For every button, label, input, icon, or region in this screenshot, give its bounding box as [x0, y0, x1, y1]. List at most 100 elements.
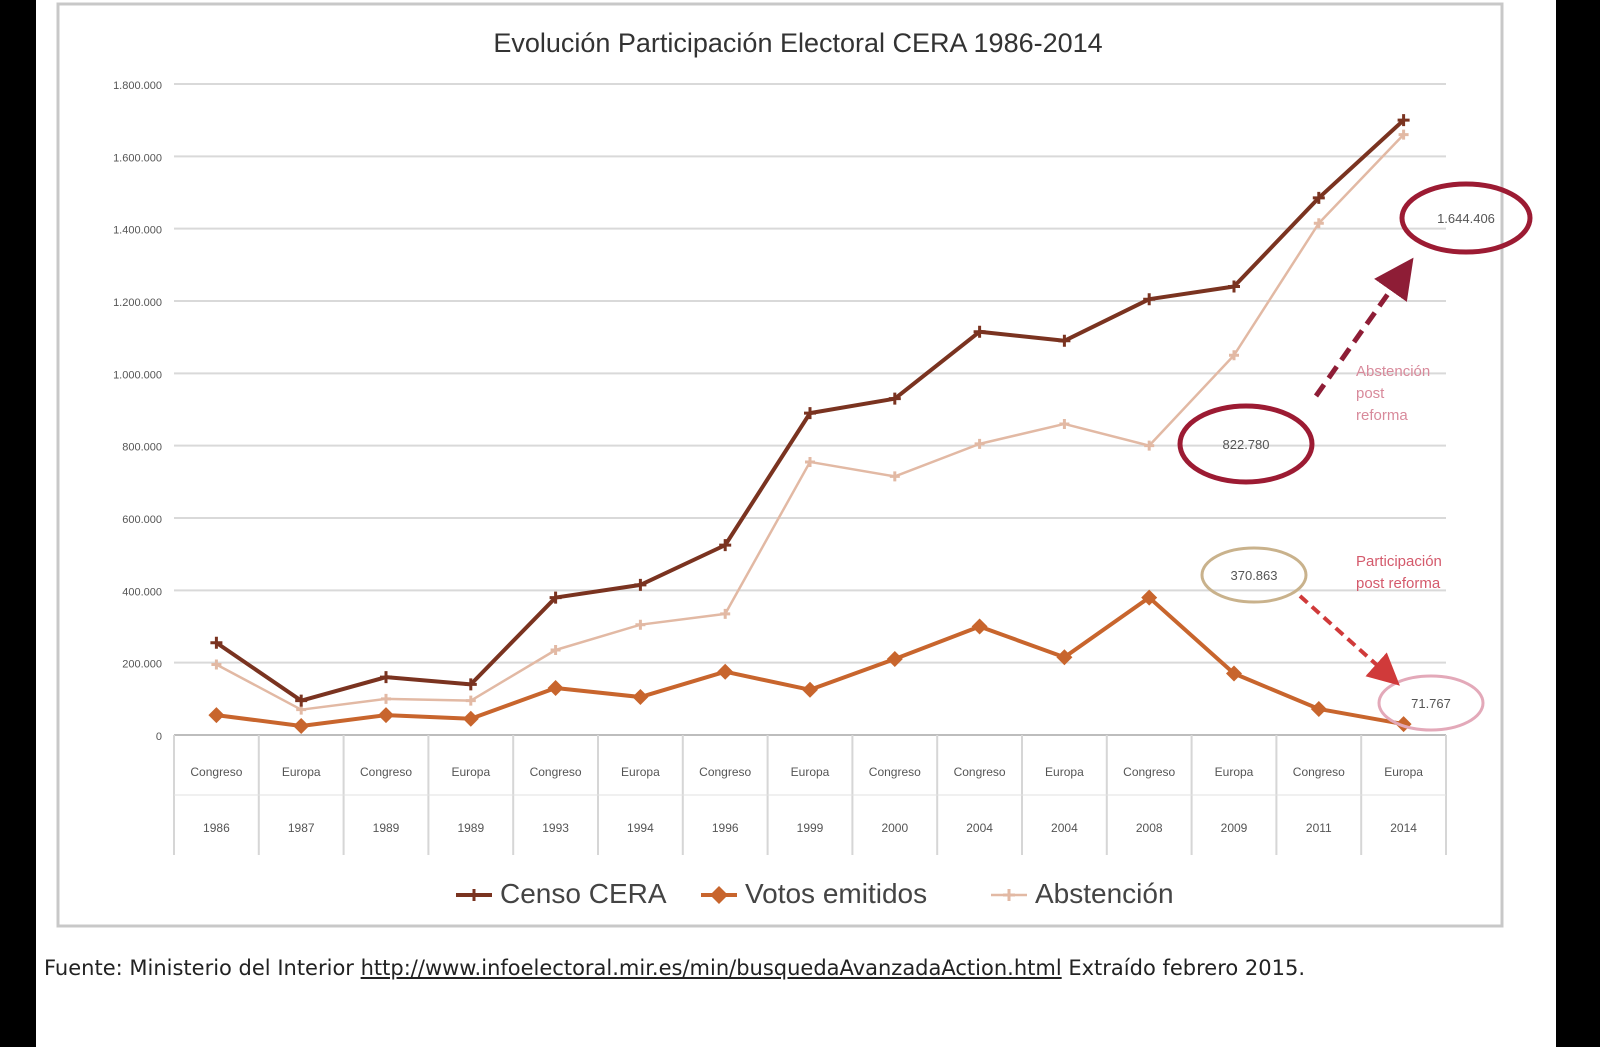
x-tick-label-year: 2004 [1051, 821, 1078, 835]
annotation-ellipse-shape [1377, 674, 1485, 732]
y-tick-label: 1.200.000 [113, 297, 162, 309]
data-point [974, 438, 985, 449]
y-tick-label: 1.800.000 [113, 80, 162, 92]
x-tick-label-year: 2009 [1221, 821, 1248, 835]
chart-frame [56, 2, 1504, 928]
series-abstención [211, 129, 1409, 715]
x-tick-label-type: Congreso [1123, 765, 1175, 779]
x-axis-category-table: Congreso 1986 Europa 1987 Congreso 1989 Europa… [173, 735, 1447, 855]
annotation-note-line: post reforma [1356, 575, 1441, 592]
data-point [210, 636, 223, 649]
legend-item: Abstención [991, 878, 1174, 909]
data-point [720, 608, 731, 619]
source-link[interactable]: http://www.infoelectoral.mir.es/min/busq… [360, 956, 1062, 980]
data-point [1228, 280, 1240, 293]
data-point [889, 471, 900, 482]
data-point [804, 407, 816, 420]
data-point [1143, 293, 1156, 306]
annotation-arrow [1298, 594, 1400, 686]
x-tick-label-type: Europa [1045, 765, 1084, 779]
data-point [381, 693, 391, 704]
chart-title: Evolución Participación Electoral CERA 1… [493, 28, 1102, 58]
y-tick-label: 0 [156, 731, 162, 743]
legend-label: Abstención [1035, 878, 1174, 909]
data-point [634, 578, 647, 591]
data-point [1313, 218, 1324, 229]
x-tick-label-year: 2000 [881, 821, 908, 835]
y-tick-label: 200.000 [122, 659, 162, 671]
x-tick-label-year: 2011 [1306, 821, 1332, 835]
data-point [380, 671, 392, 684]
page: Evolución Participación Electoral CERA 1… [36, 0, 1556, 1047]
annotation-note: Participación post reforma [1356, 553, 1442, 592]
annotation-ellipse: 71.767 [1377, 674, 1485, 732]
x-tick-label-type: Europa [1215, 765, 1254, 779]
x-tick-label-type: Europa [282, 765, 321, 779]
annotation-note-line: reforma [1356, 407, 1408, 424]
data-point [805, 456, 815, 467]
data-point [973, 325, 986, 338]
series-votos-emitidos [208, 589, 1412, 734]
gridlines [174, 83, 1446, 736]
legend: Censo CERA Votos emitidos Abstención [456, 878, 1174, 909]
data-point [1398, 129, 1409, 140]
data-point [1144, 440, 1155, 451]
x-tick-label-year: 1986 [203, 821, 230, 835]
source-suffix: Extraído febrero 2015. [1068, 956, 1306, 980]
data-point [1059, 418, 1070, 429]
data-point [635, 619, 646, 630]
y-tick-label: 800.000 [122, 442, 162, 454]
annotation-ellipse: 1.644.406 [1399, 181, 1533, 255]
data-point [1226, 665, 1242, 682]
data-point [1229, 350, 1239, 361]
x-tick-label-year: 1999 [797, 821, 824, 835]
x-tick-label-year: 1996 [712, 821, 739, 835]
data-point [719, 539, 732, 552]
annotation-note-line: Participación [1356, 553, 1442, 570]
source-prefix: Fuente: Ministerio del Interior [44, 956, 354, 980]
data-point [632, 689, 649, 706]
legend-swatch-marker [468, 889, 480, 901]
data-point [208, 707, 225, 724]
data-point [464, 678, 477, 691]
source-note: Fuente: Ministerio del Interior http://w… [44, 948, 1544, 988]
data-point [717, 663, 734, 680]
x-tick-label-year: 2008 [1136, 821, 1163, 835]
y-tick-label: 1.000.000 [113, 369, 162, 381]
annotation-ellipse-shape [1399, 181, 1533, 255]
data-point [293, 717, 310, 734]
x-tick-label-type: Congreso [869, 765, 921, 779]
annotation-ellipse: 822.780 [1177, 403, 1315, 485]
x-tick-label-year: 1989 [373, 821, 400, 835]
data-point [547, 679, 564, 696]
y-tick-label: 600.000 [122, 514, 162, 526]
data-point [462, 710, 479, 727]
annotation-arrow [1313, 257, 1414, 398]
series-censo-cera [210, 114, 1410, 707]
annotation-value: 370.863 [1231, 568, 1278, 583]
data-point [295, 694, 308, 707]
data-point [1058, 334, 1071, 347]
x-tick-label-type: Congreso [530, 765, 582, 779]
legend-swatch-marker [1003, 889, 1015, 901]
x-tick-label-type: Congreso [190, 765, 242, 779]
data-point [1310, 700, 1327, 717]
data-point [211, 659, 222, 670]
y-tick-label: 1.600.000 [113, 152, 162, 164]
data-point [378, 707, 394, 724]
data-point [1056, 649, 1073, 666]
x-tick-label-type: Congreso [699, 765, 751, 779]
x-tick-label-year: 1994 [627, 821, 654, 835]
annotation-value: 1.644.406 [1437, 211, 1495, 226]
annotation-note-line: post [1356, 385, 1385, 402]
annotation-value: 822.780 [1223, 437, 1270, 452]
x-tick-label-type: Congreso [1293, 765, 1345, 779]
x-tick-label-type: Europa [451, 765, 490, 779]
data-point [465, 695, 476, 706]
x-tick-label-type: Congreso [954, 765, 1006, 779]
data-point [1312, 191, 1325, 204]
x-tick-label-type: Europa [621, 765, 660, 779]
annotation-ellipse: 370.863 [1200, 546, 1308, 604]
legend-label: Votos emitidos [745, 878, 927, 909]
data-point [971, 618, 988, 635]
